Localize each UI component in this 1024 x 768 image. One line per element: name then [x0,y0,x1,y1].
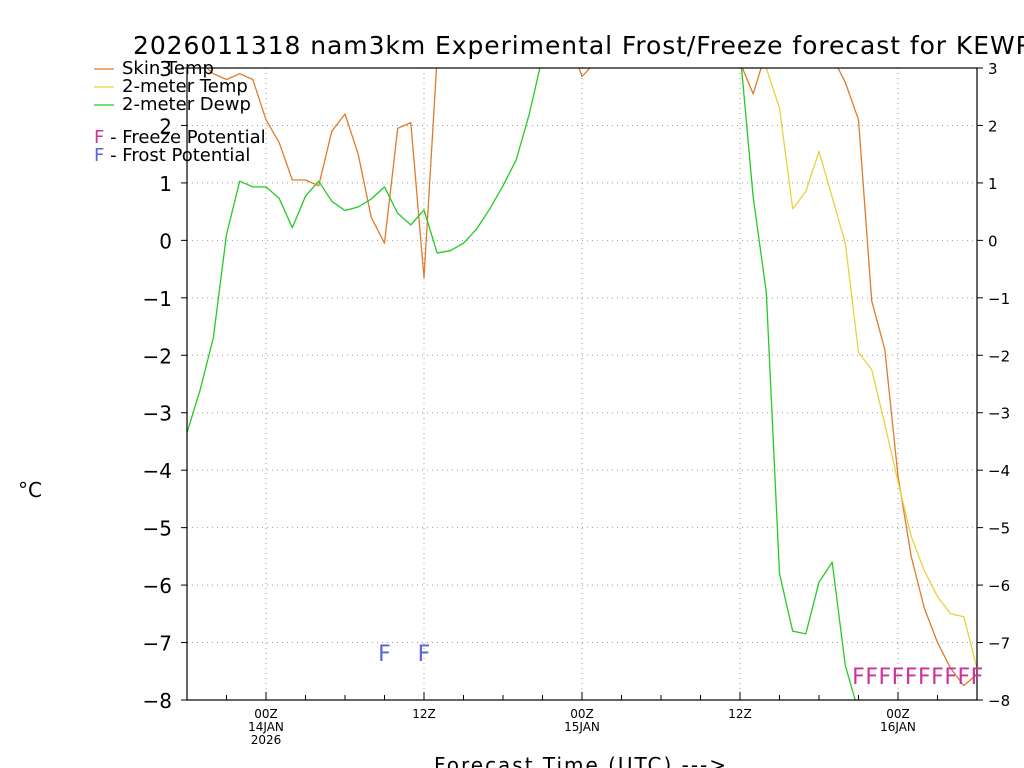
x-tick-label: 12Z [728,707,752,721]
y-tick-label-left: −4 [143,459,172,483]
freeze-marker: F [852,665,865,690]
frost-marker: F [378,642,391,667]
y-tick-label-left: −7 [143,632,172,656]
grid-lines [187,68,977,700]
y-tick-label-right: −1 [988,290,1010,308]
y-tick-label-left: −3 [143,402,172,426]
legend-label: Skin Temp [122,58,214,79]
y-tick-label-right: −8 [988,692,1010,710]
y-tick-label-right: 2 [988,117,998,135]
legend-marker-entry: F - Freeze Potential [94,127,266,148]
freeze-marker: F [918,665,931,690]
y-tick-label-right: −2 [988,347,1010,365]
y-tick-label-right: −4 [988,462,1010,480]
freeze-marker: F [971,665,984,690]
freeze-marker: F [931,665,944,690]
y-tick-label-left: 0 [159,229,172,253]
y-tick-label-left: −1 [143,287,172,311]
y-tick-label-left: −6 [143,574,172,598]
y-tick-label-right: −3 [988,405,1010,423]
chart-title: 2026011318 nam3km Experimental Frost/Fre… [133,31,1024,60]
legend-label: 2-meter Temp [122,76,248,97]
legend-marker-entry: F - Frost Potential [94,145,250,166]
x-tick-year-label: 2026 [251,733,282,747]
y-axis-left: −8 −7 −6 −5 −4 −3 −2 −1 0 1 2 3 [143,57,187,713]
series-line-1 [764,68,977,669]
y-tick-label-right: −5 [988,520,1010,538]
y-tick-label-left: 3 [159,57,172,81]
y-tick-label-left: 2 [159,114,172,138]
x-tick-label: 00Z [886,707,910,721]
freeze-marker: F [944,665,957,690]
y-tick-label-right: −6 [988,577,1010,595]
series-line-2 [187,68,856,700]
y-axis-right: −8 −7 −6 −5 −4 −3 −2 −1 0 1 2 3 [977,60,1010,710]
x-axis-label: Forecast Time (UTC) ---> [434,753,726,768]
freeze-marker: F [879,665,892,690]
freeze-marker: F [865,665,878,690]
x-tick-date-label: 14JAN [248,720,284,734]
series-layer [187,68,977,700]
x-tick-date-label: 16JAN [880,720,916,734]
y-tick-label-right: −7 [988,635,1010,653]
x-tick-date-label: 15JAN [564,720,600,734]
freeze-marker: F [958,665,971,690]
y-tick-label-left: −8 [143,689,172,713]
frost-marker: F [418,642,431,667]
potential-markers: F FF F F F F F F F F F [378,642,983,690]
y-tick-label-right: 0 [988,232,998,250]
x-tick-label: 00Z [254,707,278,721]
y-tick-label-left: 1 [159,172,172,196]
y-axis-label: °C [18,478,42,502]
y-tick-label-right: 3 [988,60,998,78]
series-line-0 [205,68,977,687]
y-tick-label-right: 1 [988,175,998,193]
y-tick-label-left: −2 [143,344,172,368]
y-tick-label-left: −5 [143,517,172,541]
freeze-marker: F [905,665,918,690]
freeze-marker: F [892,665,905,690]
x-tick-label: 12Z [412,707,436,721]
x-tick-label: 00Z [570,707,594,721]
legend-label: 2-meter Dewp [122,94,251,115]
